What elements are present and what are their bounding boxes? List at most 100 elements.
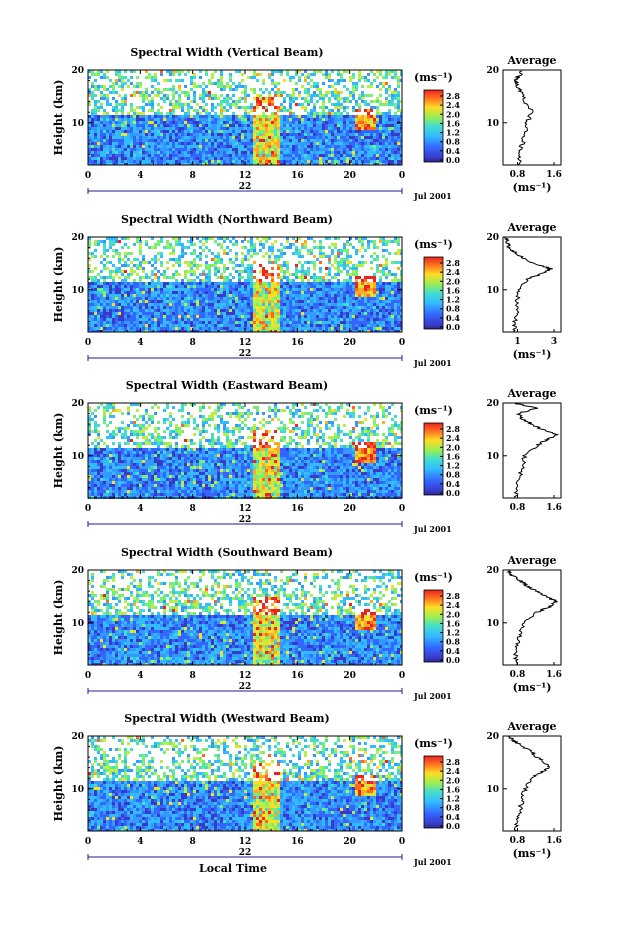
heatmap-cell	[235, 294, 238, 297]
heatmap-cell	[220, 163, 223, 165]
heatmap-cell	[91, 70, 94, 73]
heatmap-cell	[136, 324, 139, 327]
heatmap-cell	[277, 154, 280, 157]
heatmap-cell	[319, 160, 322, 163]
heatmap-cell	[400, 291, 402, 294]
heatmap-cell	[196, 255, 199, 258]
heatmap-cell	[136, 157, 139, 160]
heatmap-cell	[280, 297, 283, 300]
heatmap-cell	[127, 133, 130, 136]
heatmap-cell	[277, 294, 280, 297]
heatmap-cell	[283, 318, 286, 321]
heatmap-cell	[199, 279, 202, 282]
heatmap-cell	[163, 246, 166, 249]
heatmap-cell	[184, 294, 187, 297]
heatmap-cell	[184, 136, 187, 139]
heatmap-cell	[391, 121, 394, 124]
heatmap-cell	[175, 106, 178, 109]
heatmap-cell	[379, 127, 382, 130]
heatmap-cell	[379, 115, 382, 118]
heatmap-cell	[280, 315, 283, 318]
heatmap-cell	[145, 306, 148, 309]
heatmap-cell	[241, 297, 244, 300]
heatmap-cell	[181, 145, 184, 148]
heatmap-cell	[331, 157, 334, 160]
heatmap-cell	[373, 154, 376, 157]
heatmap-cell	[397, 97, 400, 100]
heatmap-cell	[199, 85, 202, 88]
heatmap-cell	[112, 154, 115, 157]
heatmap-cell	[163, 136, 166, 139]
heatmap-cell	[151, 264, 154, 267]
heatmap-cell	[382, 264, 385, 267]
heatmap-cell	[334, 91, 337, 94]
heatmap-cell	[202, 270, 205, 273]
heatmap-cell	[361, 160, 364, 163]
heatmap-cell	[256, 282, 259, 285]
heatmap-cell	[313, 246, 316, 249]
heatmap-cell	[355, 267, 358, 270]
heatmap-cell	[202, 303, 205, 306]
heatmap-cell	[139, 127, 142, 130]
heatmap-cell	[286, 237, 289, 240]
heatmap-cell	[190, 160, 193, 163]
heatmap-cell	[211, 321, 214, 324]
heatmap-cell	[229, 127, 232, 130]
heatmap-cell	[253, 306, 256, 309]
heatmap-cell	[352, 324, 355, 327]
heatmap-cell	[169, 142, 172, 145]
heatmap-cell	[142, 154, 145, 157]
heatmap-cell	[157, 118, 160, 121]
heatmap-cell	[91, 306, 94, 309]
heatmap-cell	[166, 70, 169, 73]
heatmap-cell	[181, 118, 184, 121]
heatmap-cell	[382, 267, 385, 270]
heatmap-cell	[91, 324, 94, 327]
heatmap-cell	[226, 279, 229, 282]
heatmap-cell	[142, 133, 145, 136]
heatmap-cell	[115, 145, 118, 148]
heatmap-cell	[325, 267, 328, 270]
heatmap-cell	[313, 121, 316, 124]
heatmap-cell	[400, 306, 402, 309]
heatmap-cell	[298, 303, 301, 306]
heatmap-cell	[373, 139, 376, 142]
heatmap-cell	[190, 133, 193, 136]
heatmap-cell	[337, 115, 340, 118]
heatmap-cell	[214, 133, 217, 136]
heatmap-cell	[199, 321, 202, 324]
heatmap-cell	[199, 273, 202, 276]
heatmap-cell	[388, 130, 391, 133]
heatmap-cell	[160, 112, 163, 115]
heatmap-cell	[148, 276, 151, 279]
heatmap-cell	[130, 261, 133, 264]
heatmap-cell	[196, 327, 199, 330]
heatmap-cell	[262, 285, 265, 288]
heatmap-cell	[124, 300, 127, 303]
heatmap-cell	[205, 124, 208, 127]
heatmap-cell	[202, 306, 205, 309]
heatmap-cell	[184, 124, 187, 127]
heatmap-cell	[154, 318, 157, 321]
heatmap-cell	[382, 285, 385, 288]
heatmap-cell	[343, 163, 346, 165]
heatmap-cell	[280, 163, 283, 165]
heatmap-cell	[295, 82, 298, 85]
heatmap-cell	[106, 249, 109, 252]
heatmap-cell	[247, 94, 250, 97]
heatmap-cell	[307, 103, 310, 106]
heatmap-cell	[124, 163, 127, 165]
heatmap-cell	[100, 106, 103, 109]
heatmap-cell	[190, 294, 193, 297]
heatmap-cell	[322, 285, 325, 288]
heatmap-cell	[184, 157, 187, 160]
heatmap-cell	[328, 237, 331, 240]
heatmap-cell	[322, 300, 325, 303]
heatmap-cell	[337, 97, 340, 100]
heatmap-cell	[184, 324, 187, 327]
heatmap-cell	[88, 306, 91, 309]
heatmap-cell	[322, 142, 325, 145]
heatmap-cell	[307, 288, 310, 291]
heatmap-cell	[139, 133, 142, 136]
heatmap-cell	[394, 70, 397, 73]
